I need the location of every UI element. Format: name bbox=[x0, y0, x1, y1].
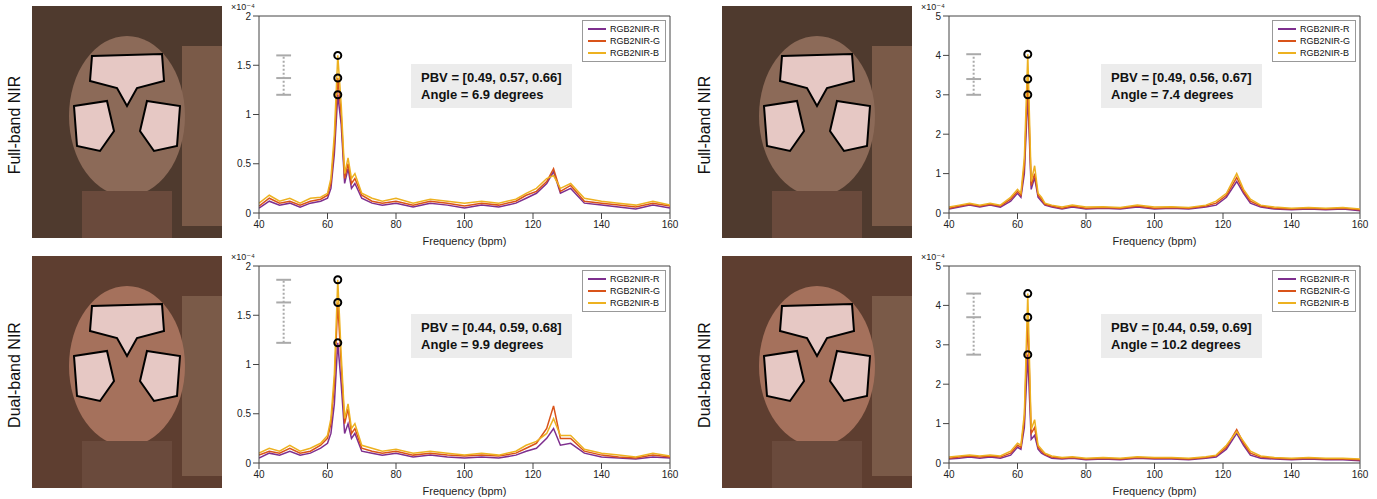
html-text:×10⁻⁴: ×10⁻⁴ bbox=[921, 2, 945, 12]
html-text:PBV = [0.49, 0.56, 0.67]: PBV = [0.49, 0.56, 0.67] bbox=[1111, 70, 1252, 85]
html-text:×10⁻⁴: ×10⁻⁴ bbox=[231, 2, 255, 12]
svg-text:100: 100 bbox=[1146, 219, 1163, 230]
svg-text:2: 2 bbox=[245, 261, 251, 272]
html-text:RGB2NIR-R: RGB2NIR-R bbox=[610, 24, 660, 34]
html-text:RGB2NIR-R: RGB2NIR-R bbox=[1300, 24, 1350, 34]
svg-text:2: 2 bbox=[245, 11, 251, 22]
svg-text:Frequency (bpm): Frequency (bpm) bbox=[1113, 235, 1197, 247]
html-text:Dual-band NIR: Dual-band NIR bbox=[696, 321, 713, 428]
svg-text:1: 1 bbox=[245, 109, 251, 120]
html-text:Full-band NIR: Full-band NIR bbox=[6, 75, 23, 174]
html-text:PBV = [0.44, 0.59, 0.68]: PBV = [0.44, 0.59, 0.68] bbox=[421, 320, 562, 335]
svg-text:160: 160 bbox=[662, 219, 679, 230]
html-text:RGB2NIR-B: RGB2NIR-B bbox=[1300, 298, 1349, 308]
svg-text:120: 120 bbox=[525, 469, 542, 480]
svg-text:1: 1 bbox=[245, 359, 251, 370]
svg-text:3: 3 bbox=[935, 339, 941, 350]
html-text:Angle = 10.2 degrees: Angle = 10.2 degrees bbox=[1111, 337, 1241, 352]
svg-text:2: 2 bbox=[935, 379, 941, 390]
svg-text:3: 3 bbox=[935, 89, 941, 100]
svg-text:140: 140 bbox=[593, 219, 610, 230]
svg-text:140: 140 bbox=[593, 469, 610, 480]
svg-text:100: 100 bbox=[456, 219, 473, 230]
html-text:Dual-band NIR: Dual-band NIR bbox=[6, 321, 23, 428]
svg-text:160: 160 bbox=[662, 469, 679, 480]
html-text:PBV = [0.49, 0.57, 0.66]: PBV = [0.49, 0.57, 0.66] bbox=[421, 70, 562, 85]
svg-text:160: 160 bbox=[1352, 469, 1369, 480]
html-text:RGB2NIR-G: RGB2NIR-G bbox=[1300, 36, 1350, 46]
svg-text:Frequency (bpm): Frequency (bpm) bbox=[423, 485, 507, 497]
svg-text:Frequency (bpm): Frequency (bpm) bbox=[1113, 485, 1197, 497]
svg-text:1.5: 1.5 bbox=[237, 310, 251, 321]
html-text:RGB2NIR-R: RGB2NIR-R bbox=[610, 274, 660, 284]
html-text:RGB2NIR-B: RGB2NIR-B bbox=[1300, 48, 1349, 58]
svg-text:120: 120 bbox=[1215, 219, 1232, 230]
html-text:RGB2NIR-R: RGB2NIR-R bbox=[1300, 274, 1350, 284]
svg-text:140: 140 bbox=[1283, 469, 1300, 480]
svg-text:Frequency (bpm): Frequency (bpm) bbox=[423, 235, 507, 247]
svg-text:100: 100 bbox=[1146, 469, 1163, 480]
svg-text:120: 120 bbox=[1215, 469, 1232, 480]
svg-text:40: 40 bbox=[253, 219, 265, 230]
html-text:RGB2NIR-B: RGB2NIR-B bbox=[610, 298, 659, 308]
svg-text:80: 80 bbox=[1080, 219, 1092, 230]
svg-text:0: 0 bbox=[935, 458, 941, 469]
svg-text:60: 60 bbox=[1012, 469, 1024, 480]
html-text:RGB2NIR-B: RGB2NIR-B bbox=[610, 48, 659, 58]
svg-text:160: 160 bbox=[1352, 219, 1369, 230]
svg-text:4: 4 bbox=[935, 300, 941, 311]
html-text:PBV = [0.44, 0.59, 0.69]: PBV = [0.44, 0.59, 0.69] bbox=[1111, 320, 1252, 335]
svg-text:40: 40 bbox=[253, 469, 265, 480]
html-text:×10⁻⁴: ×10⁻⁴ bbox=[921, 252, 945, 262]
svg-text:0.5: 0.5 bbox=[237, 158, 251, 169]
svg-text:5: 5 bbox=[935, 261, 941, 272]
svg-text:1: 1 bbox=[935, 418, 941, 429]
svg-text:80: 80 bbox=[390, 469, 402, 480]
svg-text:60: 60 bbox=[322, 219, 334, 230]
svg-text:80: 80 bbox=[390, 219, 402, 230]
svg-text:4: 4 bbox=[935, 50, 941, 61]
svg-text:80: 80 bbox=[1080, 469, 1092, 480]
svg-text:1.5: 1.5 bbox=[237, 60, 251, 71]
svg-text:5: 5 bbox=[935, 11, 941, 22]
svg-text:40: 40 bbox=[943, 469, 955, 480]
svg-text:120: 120 bbox=[525, 219, 542, 230]
html-text:RGB2NIR-G: RGB2NIR-G bbox=[1300, 286, 1350, 296]
svg-text:140: 140 bbox=[1283, 219, 1300, 230]
html-text:RGB2NIR-G: RGB2NIR-G bbox=[610, 286, 660, 296]
svg-text:0.5: 0.5 bbox=[237, 408, 251, 419]
html-text:Full-band NIR: Full-band NIR bbox=[696, 75, 713, 174]
svg-text:60: 60 bbox=[322, 469, 334, 480]
svg-text:2: 2 bbox=[935, 129, 941, 140]
html-text:Angle = 9.9 degrees: Angle = 9.9 degrees bbox=[421, 337, 544, 352]
html-text:Angle = 7.4 degrees: Angle = 7.4 degrees bbox=[1111, 87, 1234, 102]
html-text:RGB2NIR-G: RGB2NIR-G bbox=[610, 36, 660, 46]
html-text:Angle = 6.9 degrees: Angle = 6.9 degrees bbox=[421, 87, 544, 102]
svg-text:0: 0 bbox=[935, 208, 941, 219]
html-text:×10⁻⁴: ×10⁻⁴ bbox=[231, 252, 255, 262]
svg-text:0: 0 bbox=[245, 458, 251, 469]
svg-text:0: 0 bbox=[245, 208, 251, 219]
svg-text:40: 40 bbox=[943, 219, 955, 230]
svg-text:100: 100 bbox=[456, 469, 473, 480]
svg-text:60: 60 bbox=[1012, 219, 1024, 230]
svg-text:1: 1 bbox=[935, 168, 941, 179]
